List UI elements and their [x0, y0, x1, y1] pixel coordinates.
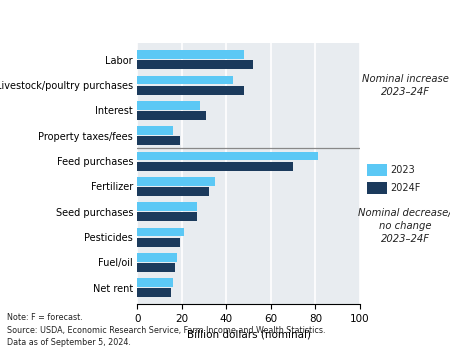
Text: 2023: 2023 — [391, 165, 415, 175]
Bar — [137, 278, 173, 287]
Bar — [137, 177, 215, 186]
Bar — [137, 76, 233, 84]
Bar — [367, 182, 387, 194]
Bar — [137, 263, 175, 272]
Bar — [137, 202, 198, 211]
Bar — [137, 111, 206, 120]
Bar — [137, 126, 173, 135]
Bar — [137, 253, 177, 262]
Bar — [137, 50, 244, 59]
Text: 2024F: 2024F — [391, 183, 421, 193]
Bar — [137, 187, 208, 196]
Bar — [137, 101, 200, 110]
Text: Selected U.S. farm production expenses, 2023–24F: Selected U.S. farm production expenses, … — [7, 12, 359, 26]
Bar — [137, 238, 180, 247]
Bar — [137, 228, 184, 237]
Text: Note: F = forecast.
Source: USDA, Economic Research Service, Farm Income and Wea: Note: F = forecast. Source: USDA, Econom… — [7, 313, 325, 347]
Bar — [137, 136, 180, 145]
Text: Nominal decrease/
no change
2023–24F: Nominal decrease/ no change 2023–24F — [358, 208, 450, 244]
X-axis label: Billion dollars (nominal): Billion dollars (nominal) — [187, 329, 310, 339]
Bar — [137, 288, 171, 297]
Text: Nominal increase
2023–24F: Nominal increase 2023–24F — [361, 74, 449, 97]
Bar — [137, 86, 244, 95]
Bar — [137, 152, 318, 161]
Bar — [137, 162, 293, 171]
Bar — [137, 212, 198, 221]
Bar — [367, 164, 387, 176]
Bar — [137, 60, 253, 69]
